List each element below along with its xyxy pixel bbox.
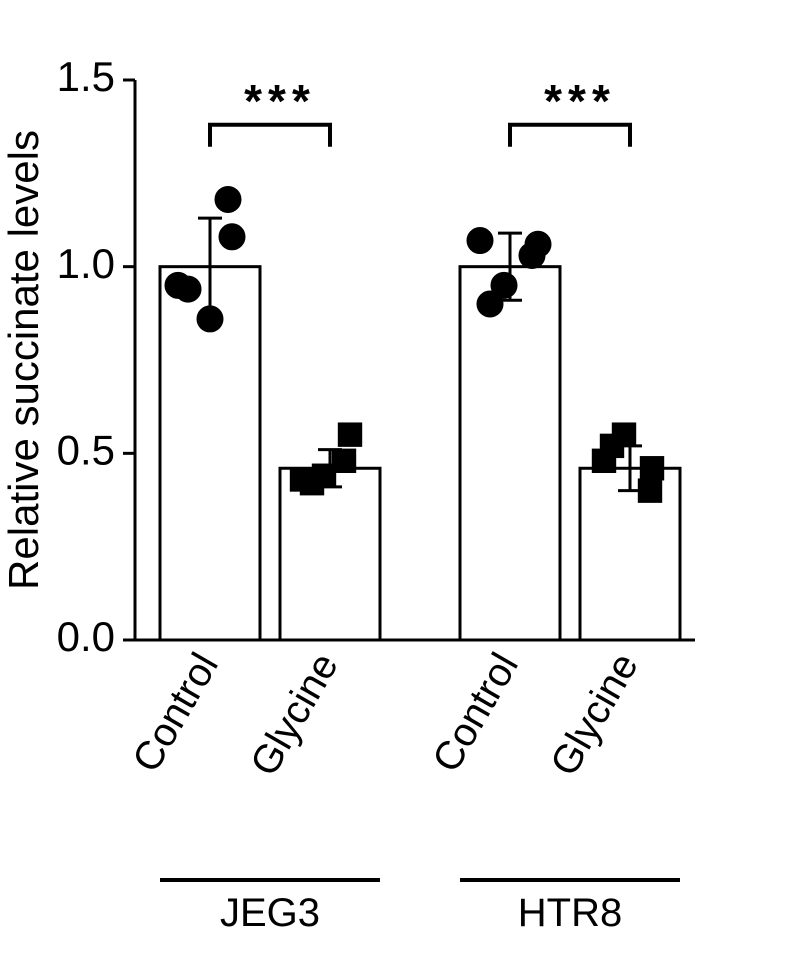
data-point-square: [640, 457, 663, 480]
significance-label: ***: [544, 75, 616, 127]
data-point-circle: [467, 228, 493, 254]
bar: [580, 468, 680, 640]
y-tick-label: 1.5: [57, 53, 115, 100]
data-point-square: [600, 434, 623, 457]
data-point-square: [332, 449, 355, 472]
succinate-chart: 0.0 0.5 1.0 1.5Relative succinate levels ***…: [0, 0, 794, 961]
data-point-circle: [219, 224, 245, 250]
y-tick-label: 0.0: [57, 613, 115, 660]
data-point-square: [338, 423, 361, 446]
data-point-circle: [215, 186, 241, 212]
data-point-circle: [197, 306, 223, 332]
bar: [460, 267, 560, 640]
y-tick-label: 1.0: [57, 240, 115, 287]
data-point-square: [290, 468, 313, 491]
significance-label: ***: [244, 75, 316, 127]
y-tick-label: 0.5: [57, 426, 115, 473]
bar: [280, 468, 380, 640]
x-group-label: JEG3: [220, 891, 320, 935]
y-axis-label: Relative succinate levels: [0, 130, 47, 590]
data-point-circle: [477, 291, 503, 317]
data-point-square: [638, 479, 661, 502]
x-group-label: HTR8: [518, 891, 622, 935]
data-point-circle: [165, 272, 191, 298]
data-point-circle: [525, 231, 551, 257]
